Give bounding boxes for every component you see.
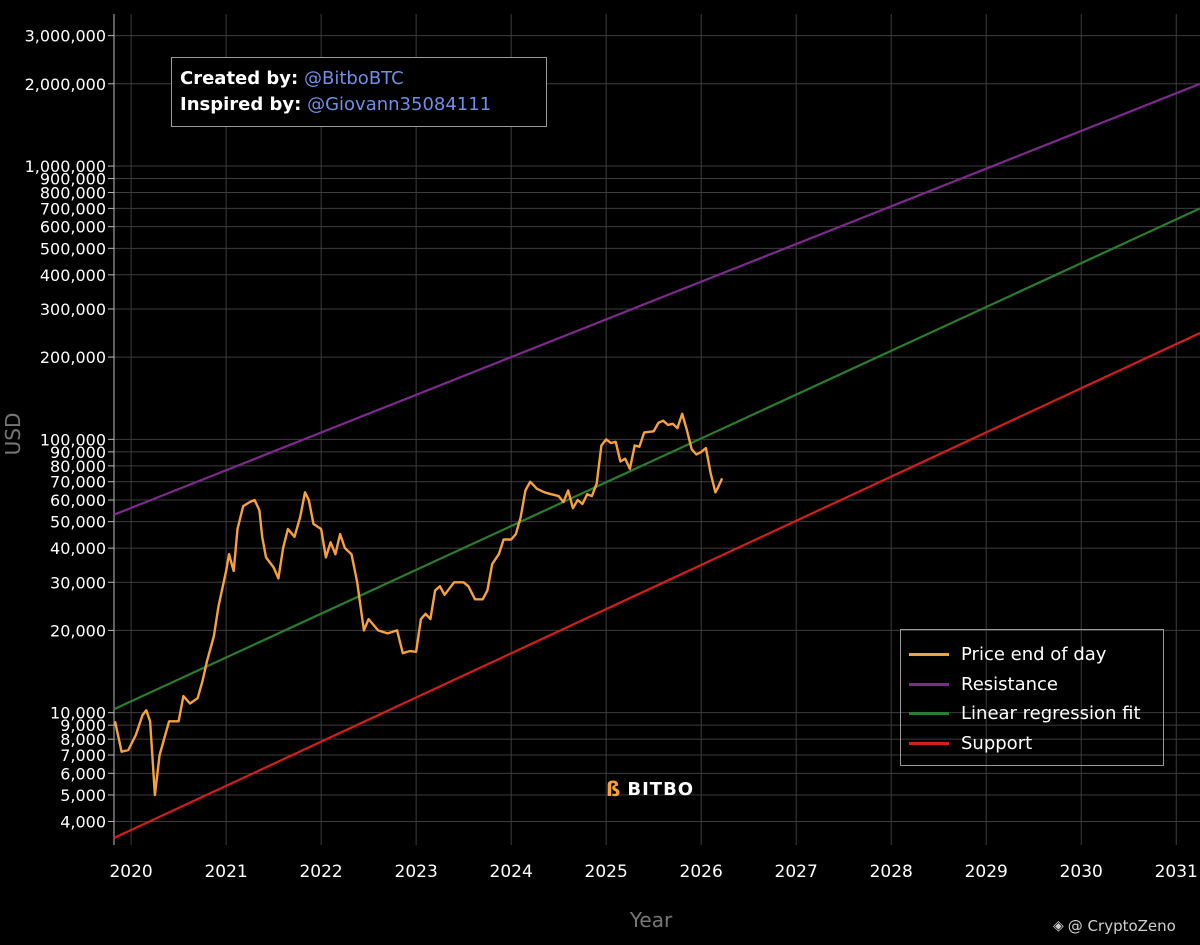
legend-item-support[interactable]: Support — [909, 729, 1155, 759]
bitbo-logo-text: BITBO — [627, 778, 695, 800]
x-tick-label: 2020 — [109, 862, 152, 882]
grid — [108, 14, 1200, 845]
legend-swatch-support — [909, 741, 949, 745]
y-tick-label: 900,000 — [40, 170, 106, 189]
price-line — [113, 412, 724, 797]
y-tick-label: 80,000 — [50, 457, 106, 476]
created-by-line: Created by: @BitboBTC — [180, 66, 538, 92]
legend-swatch-price — [909, 653, 949, 657]
y-tick-label: 7,000 — [60, 746, 106, 765]
price-series — [113, 412, 724, 797]
legend-label-regression: Linear regression fit — [961, 703, 1141, 725]
legend-swatch-resistance — [909, 682, 949, 686]
x-tick-label: 2028 — [870, 862, 913, 882]
inspired-by-line: Inspired by: @Giovann35084111 — [180, 92, 538, 118]
y-tick-label: 600,000 — [40, 218, 106, 237]
y-tick-label: 300,000 — [40, 300, 106, 319]
y-tick-label: 4,000 — [60, 812, 106, 831]
chart-legend: Price end of day Resistance Linear regre… — [900, 629, 1164, 766]
legend-item-price[interactable]: Price end of day — [909, 640, 1155, 670]
x-tick-label: 2030 — [1060, 862, 1103, 882]
legend-label-price: Price end of day — [961, 644, 1107, 666]
y-tick-label: 20,000 — [50, 621, 106, 640]
watermark: ◈ @ CryptoZeno — [1053, 917, 1176, 935]
x-tick-label: 2025 — [585, 862, 628, 882]
x-tick-label: 2024 — [490, 862, 533, 882]
y-tick-label: 30,000 — [50, 573, 106, 592]
regression-line — [113, 207, 1200, 711]
bitbo-logo-icon: ß — [606, 777, 622, 801]
legend-item-regression[interactable]: Linear regression fit — [909, 699, 1155, 729]
x-tick-label: 2026 — [680, 862, 723, 882]
x-tick-labels: 2020 2021 2022 2023 2024 2025 2026 2027 2028 2029… — [109, 862, 1197, 882]
y-tick-label: 700,000 — [40, 199, 106, 218]
legend-item-resistance[interactable]: Resistance — [909, 670, 1155, 700]
y-tick-label: 8,000 — [60, 730, 106, 749]
y-tick-label: 2,000,000 — [25, 75, 106, 94]
legend-label-resistance: Resistance — [961, 673, 1058, 695]
x-tick-label: 2027 — [775, 862, 818, 882]
bitbo-logo: ß BITBO — [606, 777, 694, 801]
y-tick-label: 60,000 — [50, 491, 106, 510]
created-by-handle[interactable]: @BitboBTC — [303, 68, 404, 89]
y-tick-label: 50,000 — [50, 513, 106, 532]
y-axis-title: USD — [1, 413, 25, 456]
y-tick-label: 6,000 — [60, 764, 106, 783]
y-tick-label: 40,000 — [50, 539, 106, 558]
trend-lines — [113, 82, 1200, 839]
y-tick-label: 200,000 — [40, 348, 106, 367]
legend-label-support: Support — [961, 732, 1033, 754]
y-tick-label: 800,000 — [40, 184, 106, 203]
y-tick-label: 5,000 — [60, 786, 106, 805]
x-tick-label: 2021 — [204, 862, 247, 882]
watermark-text: @ CryptoZeno — [1067, 917, 1176, 935]
credits-box: Created by: @BitboBTC Inspired by: @Giov… — [171, 57, 547, 127]
x-tick-label: 2022 — [299, 862, 342, 882]
y-tick-label: 1,000,000 — [25, 157, 106, 176]
x-tick-label: 2031 — [1155, 862, 1198, 882]
support-line — [113, 332, 1200, 839]
y-tick-label: 400,000 — [40, 266, 106, 285]
x-tick-label: 2023 — [395, 862, 438, 882]
y-tick-label: 10,000 — [50, 704, 106, 723]
x-axis-title: Year — [629, 908, 673, 932]
inspired-by-handle[interactable]: @Giovann35084111 — [307, 94, 492, 115]
y-tick-label: 100,000 — [40, 430, 106, 449]
y-tick-label: 500,000 — [40, 239, 106, 258]
y-tick-label: 70,000 — [50, 473, 106, 492]
y-tick-label: 3,000,000 — [25, 27, 106, 46]
y-tick-label: 90,000 — [50, 443, 106, 462]
x-tick-label: 2029 — [965, 862, 1008, 882]
binance-diamond-icon: ◈ — [1053, 918, 1064, 934]
created-by-label: Created by: — [180, 68, 299, 89]
y-tick-label: 9,000 — [60, 716, 106, 735]
inspired-by-label: Inspired by: — [180, 94, 302, 115]
resistance-line — [113, 82, 1200, 516]
legend-swatch-regression — [909, 712, 949, 716]
